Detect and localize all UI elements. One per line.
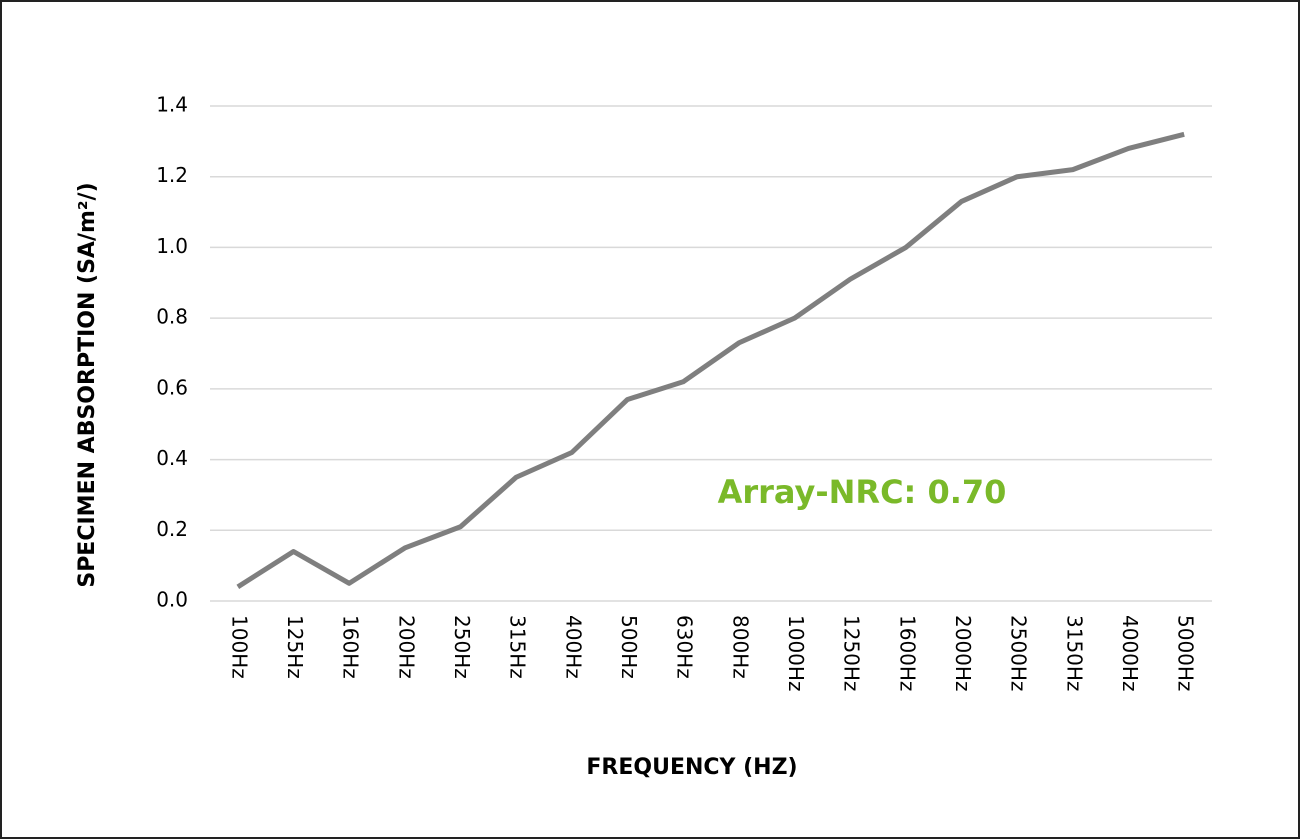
y-tick-label: 0.6	[156, 375, 188, 399]
x-tick-label: 4000Hz	[1118, 615, 1142, 691]
x-axis-title: FREQUENCY (HZ)	[586, 755, 797, 780]
annotation: Array-NRC: 0.70	[718, 473, 1007, 511]
data-line	[236, 131, 1185, 589]
x-tick-label: 3150Hz	[1062, 615, 1086, 691]
x-tick-label: 1600Hz	[895, 615, 919, 691]
x-tick-label: 800Hz	[728, 615, 752, 679]
x-tick-label: 100Hz	[227, 615, 251, 679]
y-tick-label: 1.4	[156, 93, 188, 117]
x-tick-label: 2500Hz	[1007, 615, 1031, 691]
y-tick-label: 0.2	[156, 517, 188, 541]
x-tick-label: 160Hz	[339, 615, 363, 679]
x-tick-label: 5000Hz	[1174, 615, 1198, 691]
x-tick-label: 125Hz	[283, 615, 307, 679]
x-tick-label: 315Hz	[506, 615, 530, 679]
y-tick-label: 1.2	[156, 163, 188, 187]
x-tick-label: 250Hz	[450, 615, 474, 679]
y-tick-label: 0.4	[156, 446, 188, 470]
x-tick-label: 2000Hz	[951, 615, 975, 691]
y-tick-label: 1.0	[156, 234, 188, 258]
y-axis-title: SPECIMEN ABSORPTION (SA/m²/)	[75, 182, 100, 587]
y-tick-label: 0.8	[156, 305, 188, 329]
x-tick-label: 400Hz	[561, 615, 585, 679]
x-tick-label: 500Hz	[617, 615, 641, 679]
x-tick-label: 630Hz	[673, 615, 697, 679]
x-tick-label: 1000Hz	[784, 615, 808, 691]
x-tick-label: 1250Hz	[840, 615, 864, 691]
y-tick-label: 0.0	[156, 588, 188, 612]
x-tick-label: 200Hz	[394, 615, 418, 679]
